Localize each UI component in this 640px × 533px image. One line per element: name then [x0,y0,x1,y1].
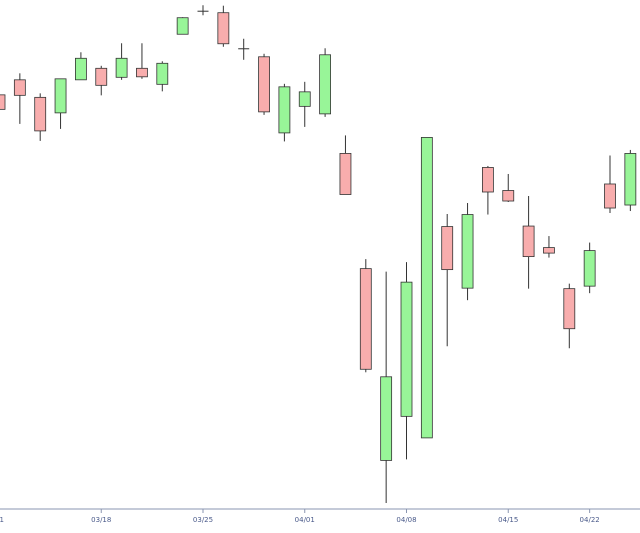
candle-body-up [156,62,169,85]
candle-body-up [380,376,393,461]
candle-body-down [522,225,535,258]
x-tick-label: 04/15 [498,516,518,524]
x-tick-label: 04/22 [580,516,600,524]
candle-body-up [319,54,332,115]
candle-body-down [34,96,47,132]
candle-body-down [136,67,148,78]
candle-body-down [563,288,576,330]
candle-body-up [54,78,67,114]
candles-group [0,5,637,503]
candle-body-up [624,153,637,206]
candle-body-down [217,12,230,45]
candle-body-up [583,250,596,287]
candle-body-down [13,79,26,96]
x-tick-label: 04/08 [396,516,416,524]
candle-body-down [0,94,6,110]
candle-body-down [359,268,372,370]
x-tick-label: 11 [0,516,4,524]
candle-body-up [420,137,433,439]
candle-body-down [543,247,555,254]
candle-body-up [278,86,291,134]
candle-body-up [75,57,87,81]
candle-body-up [400,281,413,417]
candle-body-down [441,226,454,271]
candle-body-down [604,183,616,209]
x-tick-label: 03/18 [91,516,111,524]
candle-body-up [298,91,311,107]
candle-body-down [481,167,494,193]
candle-body-up [461,214,474,289]
candle-body-down [502,190,515,202]
candle-body-up [115,57,128,78]
x-axis-ticks: 11 03/18 03/25 04/01 04/08 04/15 04/22 [0,509,600,524]
candle-body-down [95,67,108,86]
candle-body-down [339,153,352,195]
candle-body-down [258,56,270,113]
x-tick-label: 03/25 [193,516,213,524]
x-tick-label: 04/01 [295,516,315,524]
candle-body-up [176,17,189,35]
